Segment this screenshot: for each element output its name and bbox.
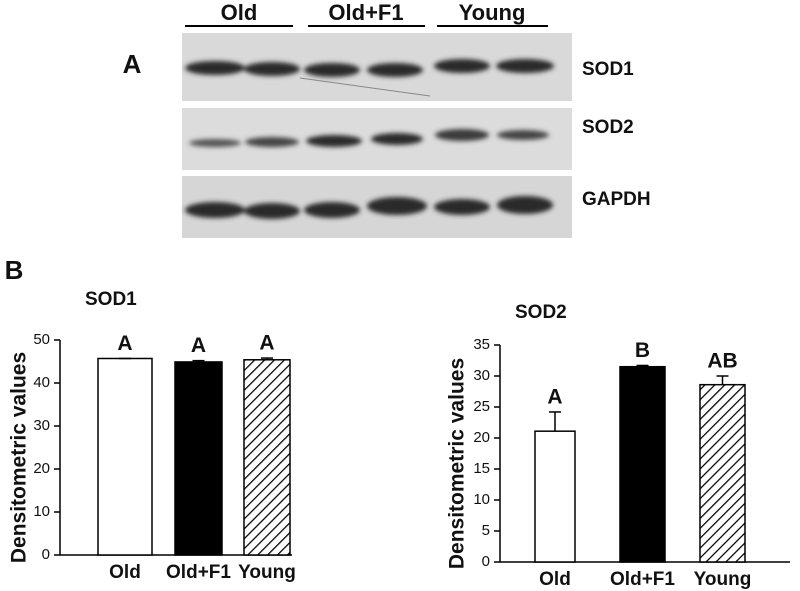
group-label: Old xyxy=(221,0,258,25)
panel-label: B xyxy=(5,255,24,285)
band-label: SOD1 xyxy=(582,59,634,80)
bar xyxy=(534,430,576,563)
y-tick-label: 40 xyxy=(33,374,50,391)
band-label: SOD2 xyxy=(582,117,634,138)
x-tick-label: Young xyxy=(694,569,752,590)
annotation: A xyxy=(191,334,206,357)
panel-label: A xyxy=(123,49,142,79)
annotation: A xyxy=(259,332,274,355)
bar xyxy=(97,357,153,556)
y-tick-label: 20 xyxy=(473,429,490,446)
x-tick-label: Old xyxy=(539,569,571,590)
group-label: Old+F1 xyxy=(328,0,403,25)
bar xyxy=(699,383,746,563)
y-tick-label: 0 xyxy=(42,546,50,563)
y-tick-label: 0 xyxy=(482,553,490,570)
band-label: GAPDH xyxy=(582,189,651,210)
group-label: Young xyxy=(459,0,526,25)
annotation: A xyxy=(547,386,562,409)
bar xyxy=(174,361,223,556)
x-tick-label: Old+F1 xyxy=(610,569,675,590)
annotation: AB xyxy=(707,350,737,373)
y-tick-label: 20 xyxy=(33,460,50,477)
annotation: B xyxy=(635,339,650,362)
x-tick-label: Young xyxy=(238,562,296,583)
y-axis-label: Densitometric values xyxy=(8,352,31,563)
chart-title: SOD2 xyxy=(515,302,567,323)
bar xyxy=(619,365,666,563)
y-tick-label: 30 xyxy=(473,367,490,384)
x-tick-label: Old xyxy=(109,562,141,583)
chart-title: SOD1 xyxy=(85,289,137,310)
x-tick-label: Old+F1 xyxy=(166,562,231,583)
y-tick-label: 30 xyxy=(33,417,50,434)
annotation: A xyxy=(117,332,132,355)
y-tick-label: 10 xyxy=(33,503,50,520)
y-tick-label: 10 xyxy=(473,491,490,508)
y-tick-label: 15 xyxy=(473,460,490,477)
y-tick-label: 35 xyxy=(473,336,490,353)
y-tick-label: 25 xyxy=(473,398,490,415)
y-tick-label: 5 xyxy=(482,522,490,539)
bar xyxy=(243,359,291,556)
y-tick-label: 50 xyxy=(33,331,50,348)
blot xyxy=(182,25,572,238)
y-axis-label: Densitometric values xyxy=(446,358,469,569)
